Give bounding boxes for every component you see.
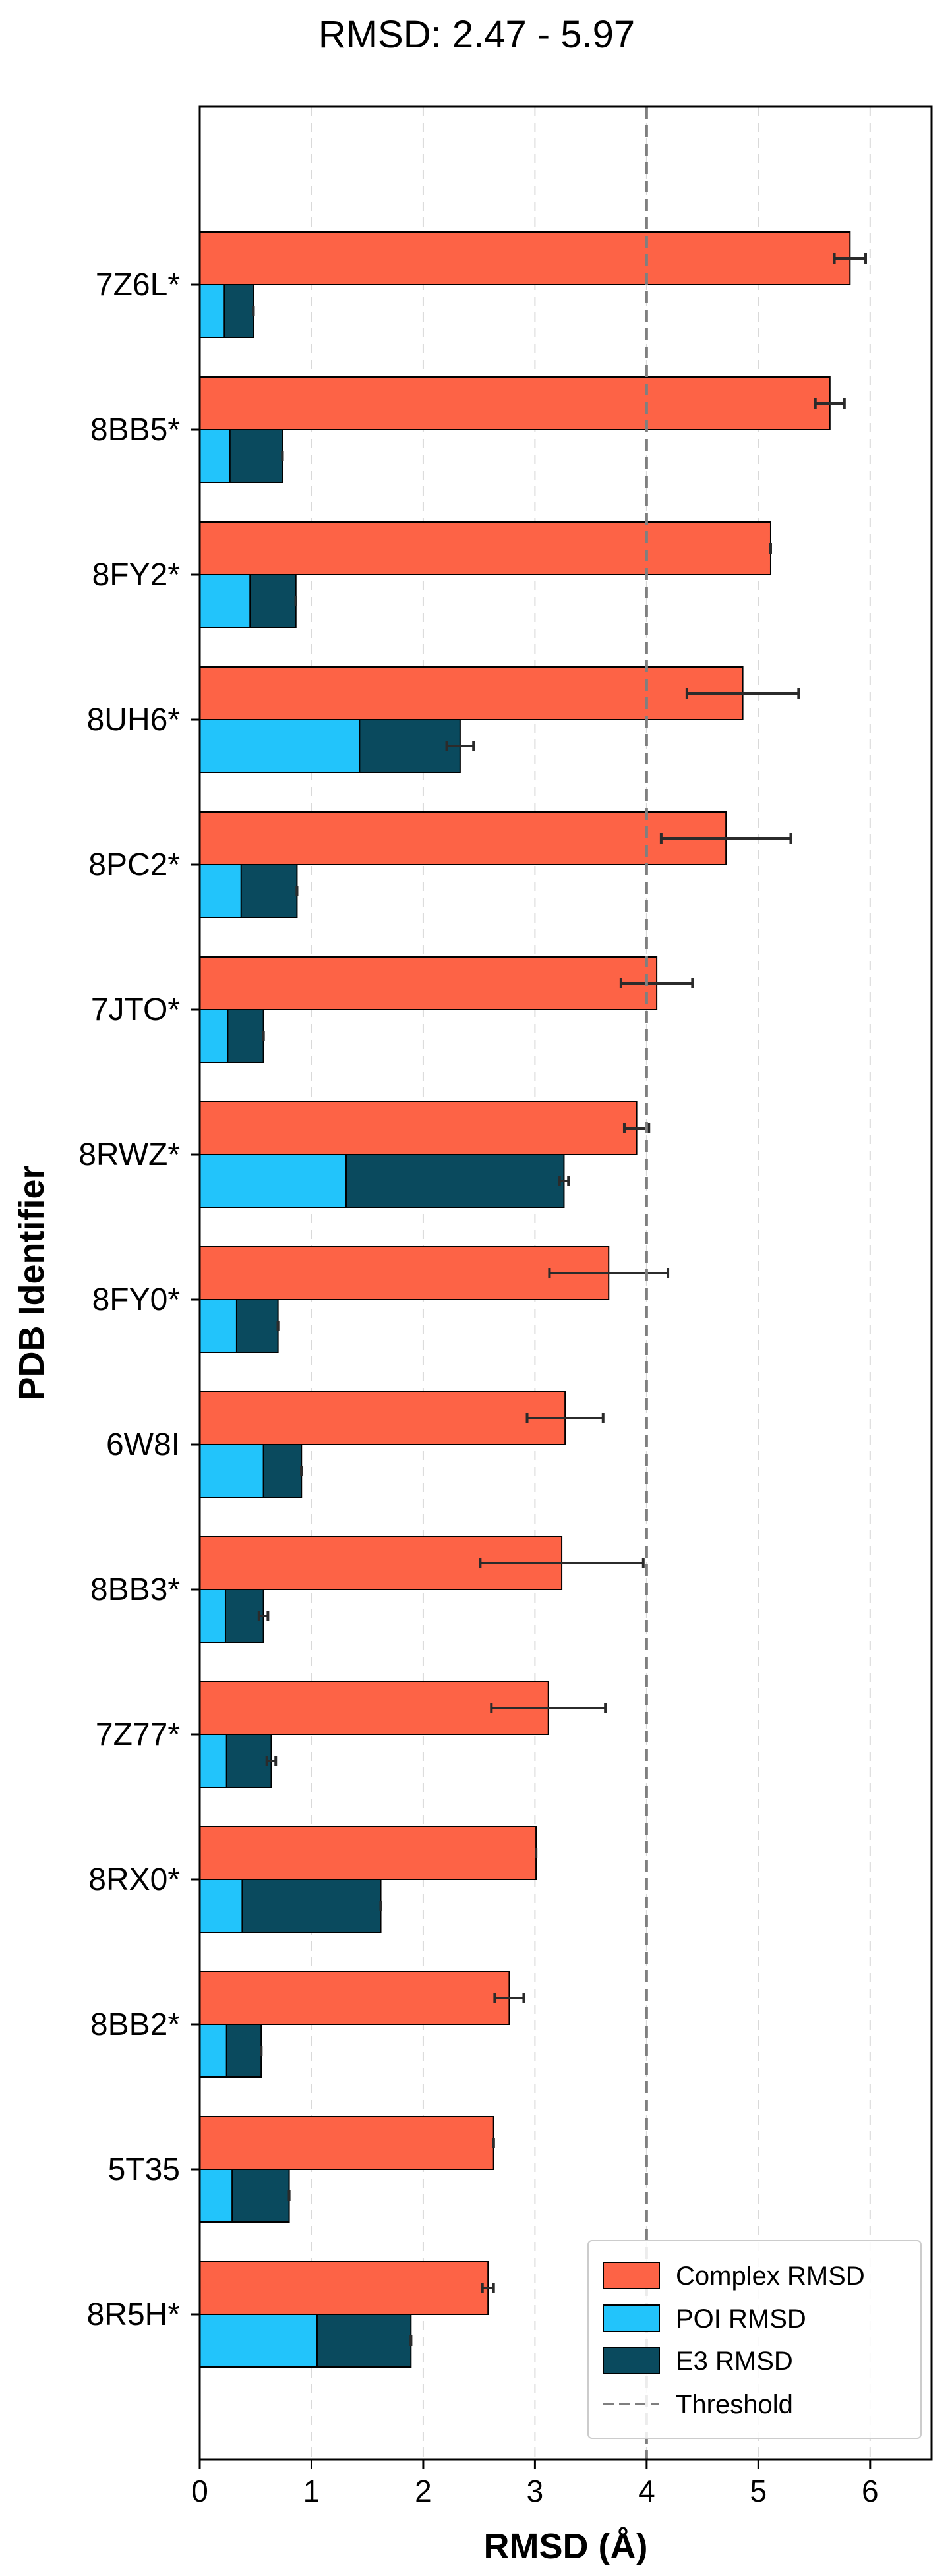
plot-area-frame (198, 105, 933, 2461)
legend-label-e3: E3 RMSD (676, 2347, 793, 2376)
legend-swatch-e3 (603, 2347, 660, 2374)
poi-bar-3 (199, 719, 361, 773)
poi-bar-5 (199, 1009, 229, 1063)
poi-bar-12 (199, 2024, 227, 2078)
complex-bar-2 (199, 521, 771, 575)
y-tick-label-7: 8FY0* (92, 1282, 180, 1317)
x-tick-label-6: 6 (862, 2474, 879, 2508)
x-tick-label-0: 0 (191, 2474, 208, 2508)
y-tick-label-2: 8FY2* (92, 558, 180, 592)
legend-frame (587, 2240, 922, 2439)
complex-bar-14 (199, 2261, 489, 2315)
y-tick-label-8: 6W8I (106, 1427, 180, 1462)
legend: Complex RMSD POI RMSD E3 RMSD Threshold (587, 2240, 922, 2439)
y-tick-label-6: 8RWZ* (78, 1137, 180, 1172)
y-tick-label-1: 8BB5* (90, 413, 180, 447)
complex-bar-8 (199, 1391, 566, 1445)
poi-bar-11 (199, 1879, 243, 1933)
poi-bar-9 (199, 1589, 226, 1643)
poi-bar-2 (199, 574, 251, 628)
y-tick-label-13: 5T35 (108, 2152, 180, 2187)
x-tick-label-3: 3 (527, 2474, 544, 2508)
legend-label-poi: POI RMSD (676, 2304, 806, 2333)
chart-title: RMSD: 2.47 - 5.97 (318, 13, 635, 56)
bar-marks (199, 231, 868, 2368)
complex-bar-7 (199, 1246, 610, 1300)
x-tick-label-5: 5 (750, 2474, 767, 2508)
legend-swatch-poi (603, 2304, 660, 2332)
poi-bar-0 (199, 284, 225, 338)
complex-bar-4 (199, 811, 727, 865)
x-tick-label-1: 1 (303, 2474, 320, 2508)
y-tick-label-4: 8PC2* (88, 847, 180, 882)
poi-bar-8 (199, 1444, 264, 1498)
y-tick-label-0: 7Z6L* (96, 268, 180, 302)
poi-bar-4 (199, 864, 242, 918)
complex-bar-13 (199, 2116, 494, 2170)
complex-bar-0 (199, 231, 851, 285)
legend-label-complex: Complex RMSD (676, 2262, 865, 2291)
y-tick-label-5: 7JTO* (91, 992, 180, 1027)
complex-bar-11 (199, 1826, 537, 1880)
complex-bar-1 (199, 376, 831, 430)
y-axis-title: PDB Identifier (12, 1165, 51, 1400)
x-tick-label-2: 2 (415, 2474, 432, 2508)
poi-bar-10 (199, 1734, 227, 1788)
poi-bar-13 (199, 2169, 233, 2223)
x-tick-label-4: 4 (638, 2474, 655, 2508)
y-tick-label-10: 7Z77* (96, 1717, 180, 1752)
x-axis-title: RMSD (Å) (484, 2527, 648, 2566)
y-axis-ticks: 7Z6L* 8BB5* 8FY2* 8UH6* 8PC2* 7JTO* 8RWZ* 8FY0*… (78, 268, 200, 2332)
y-tick-label-9: 8BB3* (90, 1572, 180, 1607)
poi-bar-7 (199, 1299, 237, 1353)
y-tick-label-14: 8R5H* (87, 2297, 180, 2332)
complex-bar-6 (199, 1101, 638, 1155)
x-axis-ticks: 0 1 2 3 4 5 6 (191, 2459, 879, 2508)
y-tick-label-3: 8UH6* (87, 702, 180, 737)
legend-label-threshold: Threshold (676, 2390, 793, 2419)
y-tick-label-11: 8RX0* (88, 1862, 180, 1897)
poi-bar-1 (199, 429, 231, 483)
complex-bar-5 (199, 956, 658, 1010)
complex-bar-3 (199, 666, 744, 720)
complex-bar-12 (199, 1971, 510, 2025)
poi-bar-6 (199, 1154, 347, 1208)
y-tick-label-12: 8BB2* (90, 2007, 180, 2042)
legend-swatch-complex (603, 2262, 660, 2289)
poi-bar-14 (199, 2314, 318, 2368)
